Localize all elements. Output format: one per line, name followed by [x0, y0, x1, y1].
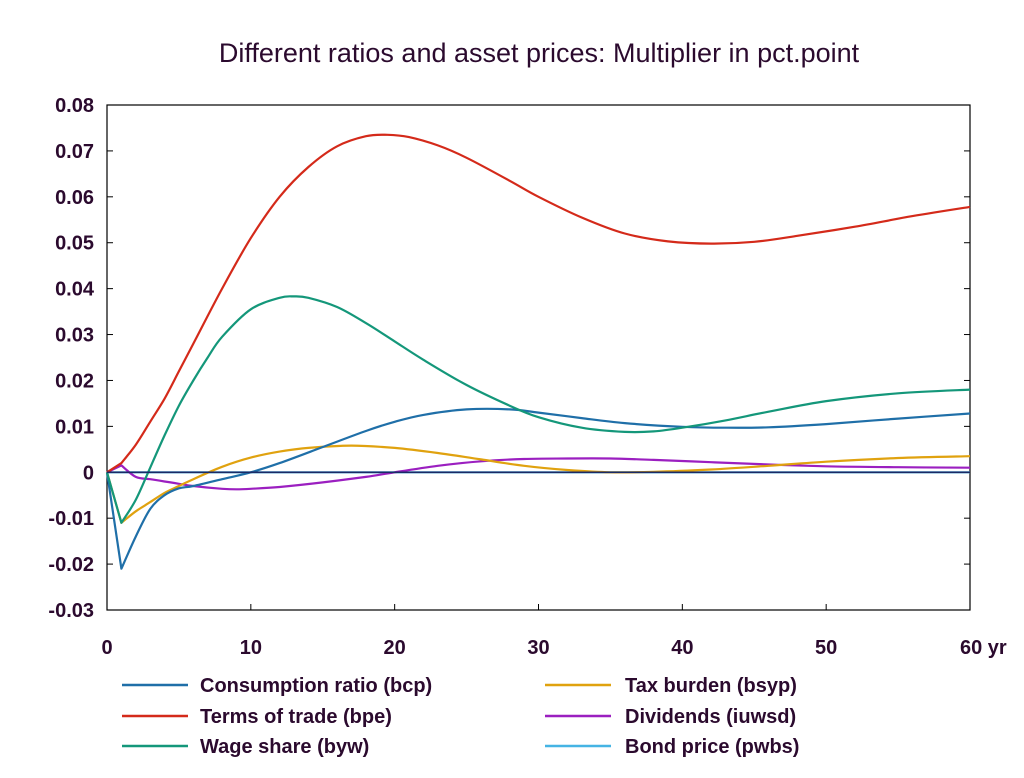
y-tick-label: -0.02	[48, 554, 94, 576]
x-tick-label: 40	[671, 637, 693, 659]
y-axis: 0.08 0.07 0.06 0.05 0.04 0.03 0.02 0.01 0 -0.01 -0…	[48, 95, 970, 622]
x-tick-label: 20	[384, 637, 406, 659]
x-tick-label: 60 yr	[960, 637, 1007, 659]
y-tick-label: -0.01	[48, 508, 94, 530]
series-group	[105, 133, 971, 570]
y-tick-label: -0.03	[48, 600, 94, 622]
y-tick-label: 0.02	[55, 370, 94, 392]
series-line-2	[105, 295, 971, 524]
chart-title: Different ratios and asset prices: Multi…	[219, 38, 860, 68]
y-tick-label: 0.07	[55, 141, 94, 163]
y-tick-label: 0	[83, 462, 94, 484]
legend-label-3: Tax burden (bsyp)	[625, 675, 797, 697]
plot-area	[106, 104, 971, 611]
legend-label-4: Dividends (iuwsd)	[625, 706, 796, 728]
x-axis: 0 10 20 30 40 50 60 yr	[101, 604, 1007, 659]
plot-frame	[106, 104, 971, 611]
y-tick-label: 0.04	[55, 279, 95, 301]
y-tick-label: 0.06	[55, 187, 94, 209]
x-tick-label: 50	[815, 637, 837, 659]
legend-label-2: Wage share (byw)	[200, 736, 369, 758]
legend-label-1: Terms of trade (bpe)	[200, 706, 392, 728]
series-line-0	[105, 407, 971, 570]
legend-label-0: Consumption ratio (bcp)	[200, 675, 432, 697]
y-tick-label: 0.05	[55, 233, 94, 255]
series-line-3	[105, 444, 971, 524]
x-tick-label: 30	[527, 637, 549, 659]
y-tick-label: 0.08	[55, 95, 94, 117]
y-tick-label: 0.03	[55, 325, 94, 347]
x-tick-label: 0	[101, 637, 112, 659]
series-line-1	[106, 133, 971, 474]
x-tick-label: 10	[240, 637, 262, 659]
legend-label-5: Bond price (pwbs)	[625, 736, 799, 758]
series-line-4	[106, 457, 971, 491]
y-tick-label: 0.01	[55, 416, 94, 438]
legend: Consumption ratio (bcp) Terms of trade (b…	[122, 675, 799, 758]
